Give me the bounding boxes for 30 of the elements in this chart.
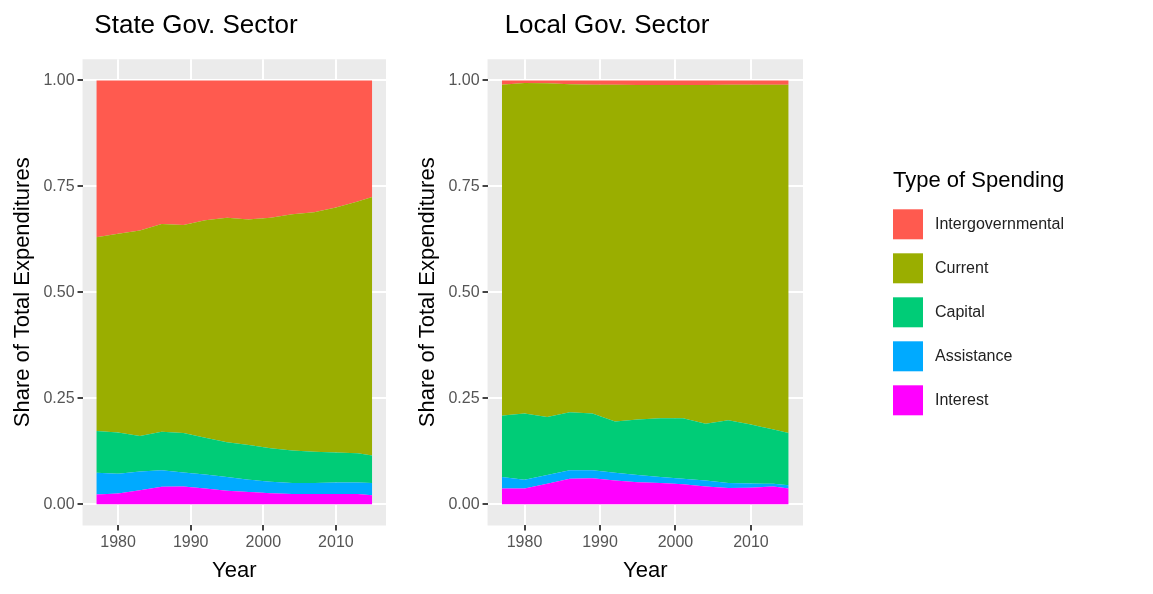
y-tick-label: 0.00: [43, 494, 75, 512]
x-tick-label: 2010: [318, 533, 354, 551]
x-axis-title: Year: [623, 556, 668, 582]
chart-title: State Gov. Sector: [94, 8, 298, 39]
legend-label: Capital: [935, 302, 985, 320]
x-tick-label: 2000: [245, 533, 282, 551]
legend-title: Type of Spending: [893, 167, 1065, 193]
x-tick-label: 1990: [172, 533, 209, 551]
legend-label: Assistance: [935, 346, 1013, 364]
y-tick-label: 0.50: [43, 282, 75, 300]
x-tick-label: 2000: [657, 533, 694, 551]
x-tick-label: 2010: [733, 533, 769, 551]
y-tick-label: 0.25: [448, 388, 480, 406]
x-tick-label: 1980: [100, 533, 137, 551]
chart-title: Local Gov. Sector: [504, 8, 710, 39]
x-tick-label: 1980: [506, 533, 543, 551]
legend-label: Current: [935, 258, 989, 276]
y-axis-title: Share of Total Expenditures: [414, 157, 440, 428]
x-tick-label: 1990: [582, 533, 618, 551]
y-axis-title: Share of Total Expenditures: [9, 157, 35, 428]
y-tick-label: 1.00: [448, 70, 480, 88]
x-axis-title: Year: [212, 556, 257, 582]
legend-label: Intergovernmental: [935, 214, 1064, 232]
legend-label: Interest: [935, 390, 989, 408]
y-tick-label: 0.75: [448, 176, 480, 194]
y-tick-label: 0.25: [43, 388, 75, 406]
y-tick-label: 1.00: [43, 70, 75, 88]
y-tick-label: 0.75: [43, 176, 75, 194]
y-tick-label: 0.50: [448, 282, 480, 300]
y-tick-label: 0.00: [448, 494, 480, 512]
